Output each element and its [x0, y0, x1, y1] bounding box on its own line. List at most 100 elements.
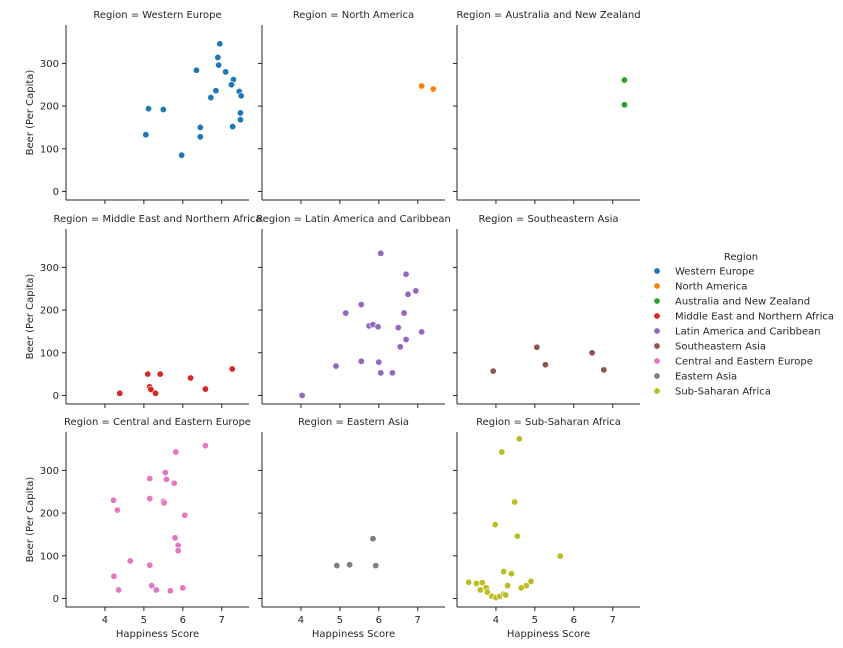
- data-point: [588, 349, 596, 357]
- data-point: [346, 561, 354, 569]
- y-axis-label: Beer (Per Capita): [25, 477, 36, 563]
- data-point: [600, 366, 608, 374]
- data-point: [216, 40, 224, 48]
- data-point: [236, 109, 244, 117]
- x-tick-label: 4: [102, 615, 108, 626]
- x-tick-label: 4: [493, 615, 499, 626]
- data-point: [491, 521, 499, 529]
- data-point: [515, 435, 523, 443]
- data-point: [201, 385, 209, 393]
- facet-title: Region = Central and Eastern Europe: [64, 417, 251, 428]
- data-point: [465, 578, 473, 586]
- facet-title: Region = Eastern Asia: [298, 417, 409, 428]
- x-tick-label: 6: [376, 615, 382, 626]
- legend-marker: [653, 357, 661, 365]
- y-tick-label: 100: [40, 348, 59, 359]
- data-point: [110, 572, 118, 580]
- data-point: [187, 374, 195, 382]
- data-point: [418, 82, 426, 90]
- y-tick-label: 300: [40, 466, 59, 477]
- data-point: [172, 448, 180, 456]
- data-point: [207, 94, 215, 102]
- data-point: [402, 336, 410, 344]
- data-point: [298, 391, 306, 399]
- data-point: [144, 370, 152, 378]
- data-point: [429, 85, 437, 93]
- y-tick-label: 100: [40, 551, 59, 562]
- data-point: [517, 584, 525, 592]
- y-tick-label: 200: [40, 306, 59, 317]
- x-tick-label: 5: [532, 615, 538, 626]
- x-tick-label: 6: [571, 615, 577, 626]
- data-point: [374, 323, 382, 331]
- legend-entry: North America: [675, 282, 747, 293]
- data-point: [375, 358, 383, 366]
- data-point: [478, 579, 486, 587]
- data-point: [181, 511, 189, 519]
- data-point: [171, 534, 179, 542]
- y-axis-label: Beer (Per Capita): [25, 274, 36, 360]
- data-point: [228, 365, 236, 373]
- legend-entry: Middle East and Northern Africa: [675, 312, 834, 323]
- data-point: [402, 270, 410, 278]
- data-point: [161, 469, 169, 477]
- data-point: [162, 475, 170, 483]
- data-point: [556, 552, 564, 560]
- facet-title: Region = North America: [293, 10, 414, 21]
- data-point: [214, 53, 222, 61]
- data-point: [504, 582, 512, 590]
- data-point: [369, 535, 377, 543]
- data-point: [229, 123, 237, 131]
- data-point: [342, 309, 350, 317]
- data-point: [156, 370, 164, 378]
- data-point: [192, 66, 200, 74]
- data-point: [412, 287, 420, 295]
- x-axis-label: Happiness Score: [312, 629, 395, 640]
- data-point: [472, 580, 480, 588]
- data-point: [146, 495, 154, 503]
- data-point: [513, 532, 521, 540]
- data-point: [110, 496, 118, 504]
- legend-entry: Australia and New Zealand: [675, 297, 810, 308]
- data-point: [394, 324, 402, 332]
- data-point: [146, 475, 154, 483]
- x-tick-label: 5: [337, 615, 343, 626]
- x-axis-label: Happiness Score: [507, 629, 590, 640]
- legend-marker: [653, 282, 661, 290]
- y-tick-label: 100: [40, 144, 59, 155]
- data-point: [142, 131, 150, 139]
- data-point: [237, 92, 245, 100]
- legend-marker: [653, 327, 661, 335]
- x-tick-label: 7: [219, 615, 225, 626]
- data-point: [152, 586, 160, 594]
- data-point: [113, 506, 121, 514]
- y-tick-label: 0: [53, 187, 59, 198]
- facet-title: Region = Latin America and Caribbean: [256, 214, 451, 225]
- data-point: [178, 151, 186, 159]
- legend-title: Region: [724, 252, 758, 263]
- data-point: [148, 582, 156, 590]
- legend-marker: [653, 342, 661, 350]
- data-point: [483, 588, 491, 596]
- data-point: [196, 133, 204, 141]
- y-tick-label: 0: [53, 391, 59, 402]
- data-point: [236, 116, 244, 124]
- legend-marker: [653, 312, 661, 320]
- data-point: [147, 385, 155, 393]
- data-point: [174, 547, 182, 555]
- data-point: [357, 357, 365, 365]
- x-tick-label: 7: [610, 615, 616, 626]
- data-point: [146, 561, 154, 569]
- data-point: [388, 369, 396, 377]
- x-tick-label: 5: [141, 615, 147, 626]
- data-point: [508, 570, 516, 578]
- legend-marker: [653, 297, 661, 305]
- x-tick-label: 7: [415, 615, 421, 626]
- data-point: [527, 577, 535, 585]
- data-point: [500, 568, 508, 576]
- data-point: [333, 562, 341, 570]
- data-point: [152, 389, 160, 397]
- data-point: [541, 361, 549, 369]
- facet-title: Region = Western Europe: [93, 10, 221, 21]
